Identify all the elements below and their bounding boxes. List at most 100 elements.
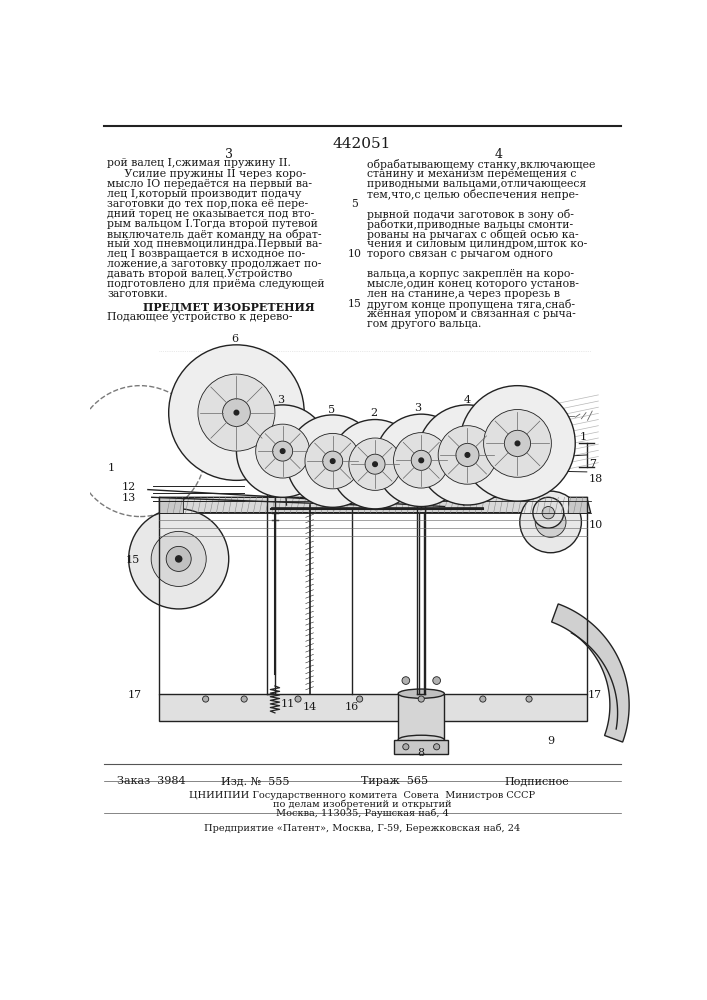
Circle shape	[151, 531, 206, 586]
Text: рым вальцом I.Тогда второй путевой: рым вальцом I.Тогда второй путевой	[107, 219, 318, 229]
Text: давать второй валец.Устройство: давать второй валец.Устройство	[107, 269, 293, 279]
Text: рой валец I,сжимая пружину II.: рой валец I,сжимая пружину II.	[107, 158, 291, 168]
Circle shape	[433, 677, 440, 684]
Circle shape	[169, 345, 304, 480]
Circle shape	[438, 426, 497, 484]
Text: 9: 9	[547, 736, 554, 746]
Text: 10: 10	[589, 520, 603, 530]
Polygon shape	[398, 694, 444, 740]
Text: выключатель даёт команду на обрат-: выключатель даёт команду на обрат-	[107, 229, 322, 240]
Circle shape	[281, 449, 285, 453]
Text: станину и механизм перемещения с: станину и механизм перемещения с	[368, 169, 577, 179]
Text: ложение,а заготовку продолжает по-: ложение,а заготовку продолжает по-	[107, 259, 322, 269]
Text: 2: 2	[370, 408, 377, 418]
Circle shape	[295, 696, 301, 702]
Circle shape	[330, 459, 335, 463]
Text: 13: 13	[122, 493, 136, 503]
Text: 11: 11	[281, 699, 296, 709]
Circle shape	[542, 507, 554, 519]
Text: по делам изобретений и открытий: по делам изобретений и открытий	[273, 800, 451, 809]
Circle shape	[520, 491, 581, 553]
Circle shape	[418, 696, 424, 702]
Text: чения и силовым цилиндром,шток ко-: чения и силовым цилиндром,шток ко-	[368, 239, 588, 249]
Circle shape	[526, 696, 532, 702]
Text: вальца,а корпус закреплён на коро-: вальца,а корпус закреплён на коро-	[368, 269, 574, 279]
Circle shape	[484, 410, 551, 477]
Text: лец I,который производит подачу: лец I,который производит подачу	[107, 189, 301, 199]
Text: заготовки до тех пор,пока её пере-: заготовки до тех пор,пока её пере-	[107, 199, 308, 209]
Text: 7: 7	[589, 459, 596, 469]
Text: лец I возвращается в исходное по-: лец I возвращается в исходное по-	[107, 249, 305, 259]
Text: ЦНИИПИИ Государственного комитета  Совета  Министров СССР: ЦНИИПИИ Государственного комитета Совета…	[189, 791, 535, 800]
Circle shape	[129, 509, 229, 609]
Text: Тираж  565: Тираж 565	[361, 776, 428, 786]
Text: дний торец не оказывается под вто-: дний торец не оказывается под вто-	[107, 209, 315, 219]
Circle shape	[203, 696, 209, 702]
Circle shape	[305, 433, 361, 489]
Circle shape	[356, 696, 363, 702]
Circle shape	[433, 744, 440, 750]
Text: Изд. №  555: Изд. № 555	[221, 776, 290, 786]
Text: 15: 15	[348, 299, 362, 309]
Text: 3: 3	[414, 403, 421, 413]
Text: мысле,один конец которого установ-: мысле,один конец которого установ-	[368, 279, 579, 289]
Circle shape	[198, 374, 275, 451]
Text: 3: 3	[278, 395, 285, 405]
Circle shape	[365, 454, 385, 474]
Circle shape	[223, 399, 250, 426]
Text: 18: 18	[589, 474, 603, 484]
Text: тем,что,с целью обеспечения непре-: тем,что,с целью обеспечения непре-	[368, 189, 579, 200]
Text: другом конце пропущена тяга,снаб-: другом конце пропущена тяга,снаб-	[368, 299, 575, 310]
Circle shape	[456, 443, 479, 466]
Text: 442051: 442051	[333, 137, 391, 151]
Circle shape	[375, 414, 467, 507]
Circle shape	[322, 451, 343, 471]
Text: 1: 1	[579, 432, 587, 442]
Text: 1: 1	[108, 463, 115, 473]
Polygon shape	[395, 740, 448, 754]
Circle shape	[411, 450, 431, 470]
Polygon shape	[568, 497, 587, 513]
Text: 6: 6	[231, 334, 238, 344]
Circle shape	[166, 546, 191, 571]
Text: 4: 4	[464, 395, 471, 405]
Text: 16: 16	[345, 702, 359, 712]
Polygon shape	[160, 497, 590, 513]
Circle shape	[417, 405, 518, 505]
Circle shape	[394, 433, 449, 488]
Text: лен на станине,а через прорезь в: лен на станине,а через прорезь в	[368, 289, 561, 299]
Circle shape	[465, 453, 469, 457]
Ellipse shape	[398, 735, 444, 744]
Text: Москва, 113035, Раушская наб, 4: Москва, 113035, Раушская наб, 4	[276, 808, 448, 818]
Text: ный ход пневмоцилиндра.Первый ва-: ный ход пневмоцилиндра.Первый ва-	[107, 239, 322, 249]
Text: 17: 17	[128, 690, 142, 700]
Text: ПРЕДМЕТ ИЗОБРЕТЕНИЯ: ПРЕДМЕТ ИЗОБРЕТЕНИЯ	[143, 302, 315, 313]
Text: заготовки.: заготовки.	[107, 289, 168, 299]
Ellipse shape	[398, 689, 444, 698]
Text: Подающее устройство к дерево-: Подающее устройство к дерево-	[107, 312, 293, 322]
Circle shape	[547, 519, 554, 525]
Text: работки,приводные вальцы смонти-: работки,приводные вальцы смонти-	[368, 219, 573, 230]
Circle shape	[403, 744, 409, 750]
Circle shape	[234, 410, 239, 415]
Text: Усилие пружины II через коро-: Усилие пружины II через коро-	[107, 169, 306, 179]
Text: 4: 4	[494, 148, 502, 161]
Circle shape	[373, 462, 378, 466]
Text: 3: 3	[225, 148, 233, 161]
Text: 15: 15	[125, 555, 139, 565]
Text: Заказ  3984: Заказ 3984	[117, 776, 186, 786]
Text: рованы на рычагах с общей осью ка-: рованы на рычагах с общей осью ка-	[368, 229, 579, 240]
Text: приводными вальцами,отличающееся: приводными вальцами,отличающееся	[368, 179, 587, 189]
Circle shape	[533, 497, 563, 528]
Circle shape	[330, 420, 420, 509]
Circle shape	[535, 507, 566, 537]
Polygon shape	[551, 604, 629, 742]
Text: 5: 5	[327, 405, 334, 415]
Text: Предприятие «Патент», Москва, Г-59, Бережковская наб, 24: Предприятие «Патент», Москва, Г-59, Бере…	[204, 823, 520, 833]
Circle shape	[273, 441, 293, 461]
Circle shape	[256, 424, 310, 478]
Text: 12: 12	[122, 482, 136, 492]
Text: рывной подачи заготовок в зону об-: рывной подачи заготовок в зону об-	[368, 209, 574, 220]
Text: торого связан с рычагом одного: торого связан с рычагом одного	[368, 249, 553, 259]
Circle shape	[419, 458, 423, 463]
